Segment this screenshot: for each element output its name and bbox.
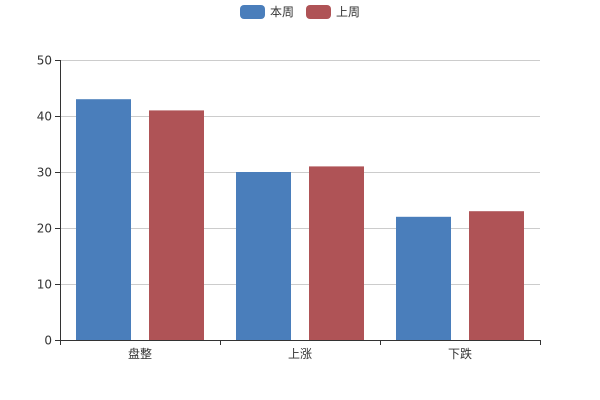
bar-last-week-1[interactable] [309, 166, 364, 340]
bar-this-week-0[interactable] [76, 99, 131, 340]
legend-label: 上周 [336, 5, 360, 19]
y-tick-label: 0 [44, 334, 52, 348]
y-tick-label: 50 [37, 54, 52, 68]
x-tick-label: 下跌 [448, 346, 472, 361]
y-tick-label: 30 [37, 166, 52, 180]
y-tick-label: 40 [37, 110, 52, 124]
bars [76, 99, 524, 341]
legend-item-last-week[interactable]: 上周 [306, 5, 360, 19]
legend-swatch [240, 5, 265, 19]
legend-label: 本周 [270, 5, 294, 19]
axes: 0 10 20 30 40 50 盘整 上涨 下跌 [37, 54, 541, 361]
bar-this-week-1[interactable] [236, 172, 291, 340]
legend: 本周 上周 [240, 5, 360, 19]
y-tick-label: 20 [37, 222, 52, 236]
bar-last-week-2[interactable] [469, 211, 524, 340]
legend-item-this-week[interactable]: 本周 [240, 5, 294, 19]
bar-this-week-2[interactable] [396, 216, 451, 340]
legend-swatch [306, 5, 331, 19]
y-tick-label: 10 [37, 278, 52, 292]
bar-last-week-0[interactable] [149, 110, 204, 341]
x-tick-label: 上涨 [288, 346, 312, 361]
x-tick-label: 盘整 [128, 346, 152, 361]
gridlines [60, 60, 540, 285]
